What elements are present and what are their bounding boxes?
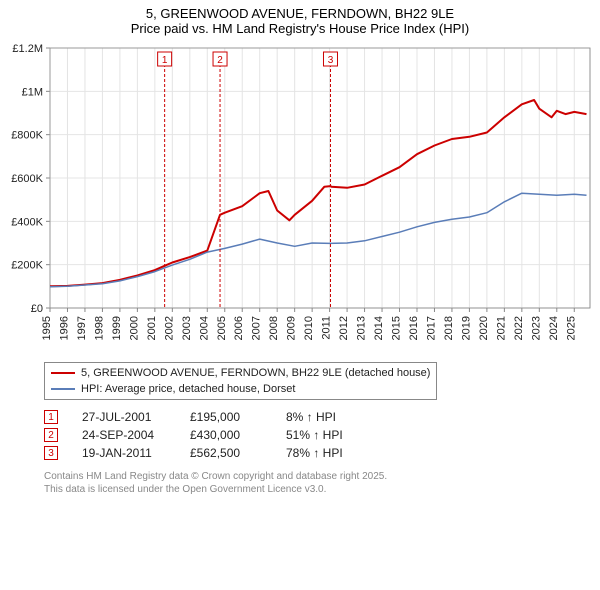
- transaction-marker: 3: [44, 446, 58, 460]
- svg-text:2016: 2016: [408, 316, 420, 340]
- svg-text:1995: 1995: [41, 316, 53, 340]
- svg-text:£1M: £1M: [22, 86, 43, 98]
- svg-text:£800K: £800K: [11, 130, 43, 142]
- svg-text:2000: 2000: [128, 316, 140, 340]
- svg-text:2021: 2021: [495, 316, 507, 340]
- svg-text:2014: 2014: [373, 316, 385, 340]
- svg-text:2003: 2003: [181, 316, 193, 340]
- table-row: 1 27-JUL-2001 £195,000 8% ↑ HPI: [44, 410, 600, 424]
- legend-item: HPI: Average price, detached house, Dors…: [51, 381, 430, 397]
- transaction-delta: 51% ↑ HPI: [286, 428, 406, 442]
- svg-text:£0: £0: [31, 303, 43, 315]
- transaction-price: £562,500: [190, 446, 262, 460]
- title-subtitle: Price paid vs. HM Land Registry's House …: [0, 21, 600, 36]
- attribution-footer: Contains HM Land Registry data © Crown c…: [44, 470, 600, 496]
- svg-text:1998: 1998: [93, 316, 105, 340]
- footer-line: This data is licensed under the Open Gov…: [44, 483, 588, 496]
- svg-text:2025: 2025: [565, 316, 577, 340]
- svg-text:1996: 1996: [58, 316, 70, 340]
- legend-item: 5, GREENWOOD AVENUE, FERNDOWN, BH22 9LE …: [51, 365, 430, 381]
- svg-text:2005: 2005: [216, 316, 228, 340]
- transaction-date: 27-JUL-2001: [82, 410, 166, 424]
- svg-text:1: 1: [162, 55, 168, 66]
- transaction-price: £430,000: [190, 428, 262, 442]
- legend-swatch: [51, 372, 75, 374]
- svg-text:2019: 2019: [460, 316, 472, 340]
- svg-text:2022: 2022: [513, 316, 525, 340]
- svg-text:2001: 2001: [146, 316, 158, 340]
- svg-text:3: 3: [328, 55, 334, 66]
- svg-text:£600K: £600K: [11, 173, 43, 185]
- svg-text:2020: 2020: [478, 316, 490, 340]
- chart-container: £0 £200K £400K £600K £800K £1M £1.2M 1995 1996 19…: [0, 38, 600, 358]
- svg-text:2017: 2017: [425, 316, 437, 340]
- chart-legend: 5, GREENWOOD AVENUE, FERNDOWN, BH22 9LE …: [44, 362, 437, 400]
- svg-text:2023: 2023: [530, 316, 542, 340]
- svg-text:2024: 2024: [548, 316, 560, 340]
- svg-text:2015: 2015: [391, 316, 403, 340]
- table-row: 2 24-SEP-2004 £430,000 51% ↑ HPI: [44, 428, 600, 442]
- footer-line: Contains HM Land Registry data © Crown c…: [44, 470, 588, 483]
- legend-label: 5, GREENWOOD AVENUE, FERNDOWN, BH22 9LE …: [81, 365, 430, 381]
- transaction-delta: 8% ↑ HPI: [286, 410, 406, 424]
- transaction-date: 19-JAN-2011: [82, 446, 166, 460]
- svg-text:2010: 2010: [303, 316, 315, 340]
- svg-text:2008: 2008: [268, 316, 280, 340]
- svg-text:2002: 2002: [163, 316, 175, 340]
- transactions-table: 1 27-JUL-2001 £195,000 8% ↑ HPI 2 24-SEP…: [44, 410, 600, 460]
- svg-text:1999: 1999: [111, 316, 123, 340]
- svg-text:£200K: £200K: [11, 260, 43, 272]
- svg-text:2012: 2012: [338, 316, 350, 340]
- svg-text:2004: 2004: [198, 316, 210, 340]
- svg-text:£400K: £400K: [11, 216, 43, 228]
- svg-text:2: 2: [217, 55, 223, 66]
- price-chart: £0 £200K £400K £600K £800K £1M £1.2M 1995 1996 19…: [0, 38, 600, 358]
- svg-text:2006: 2006: [233, 316, 245, 340]
- chart-title-block: 5, GREENWOOD AVENUE, FERNDOWN, BH22 9LE …: [0, 0, 600, 38]
- table-row: 3 19-JAN-2011 £562,500 78% ↑ HPI: [44, 446, 600, 460]
- svg-text:2009: 2009: [286, 316, 298, 340]
- svg-text:2013: 2013: [356, 316, 368, 340]
- transaction-date: 24-SEP-2004: [82, 428, 166, 442]
- svg-text:2018: 2018: [443, 316, 455, 340]
- svg-text:1997: 1997: [76, 316, 88, 340]
- transaction-price: £195,000: [190, 410, 262, 424]
- legend-label: HPI: Average price, detached house, Dors…: [81, 381, 295, 397]
- svg-text:2011: 2011: [321, 316, 333, 340]
- svg-text:£1.2M: £1.2M: [12, 43, 43, 55]
- title-address: 5, GREENWOOD AVENUE, FERNDOWN, BH22 9LE: [0, 6, 600, 21]
- legend-swatch: [51, 388, 75, 390]
- transaction-delta: 78% ↑ HPI: [286, 446, 406, 460]
- svg-text:2007: 2007: [251, 316, 263, 340]
- transaction-marker: 2: [44, 428, 58, 442]
- transaction-marker: 1: [44, 410, 58, 424]
